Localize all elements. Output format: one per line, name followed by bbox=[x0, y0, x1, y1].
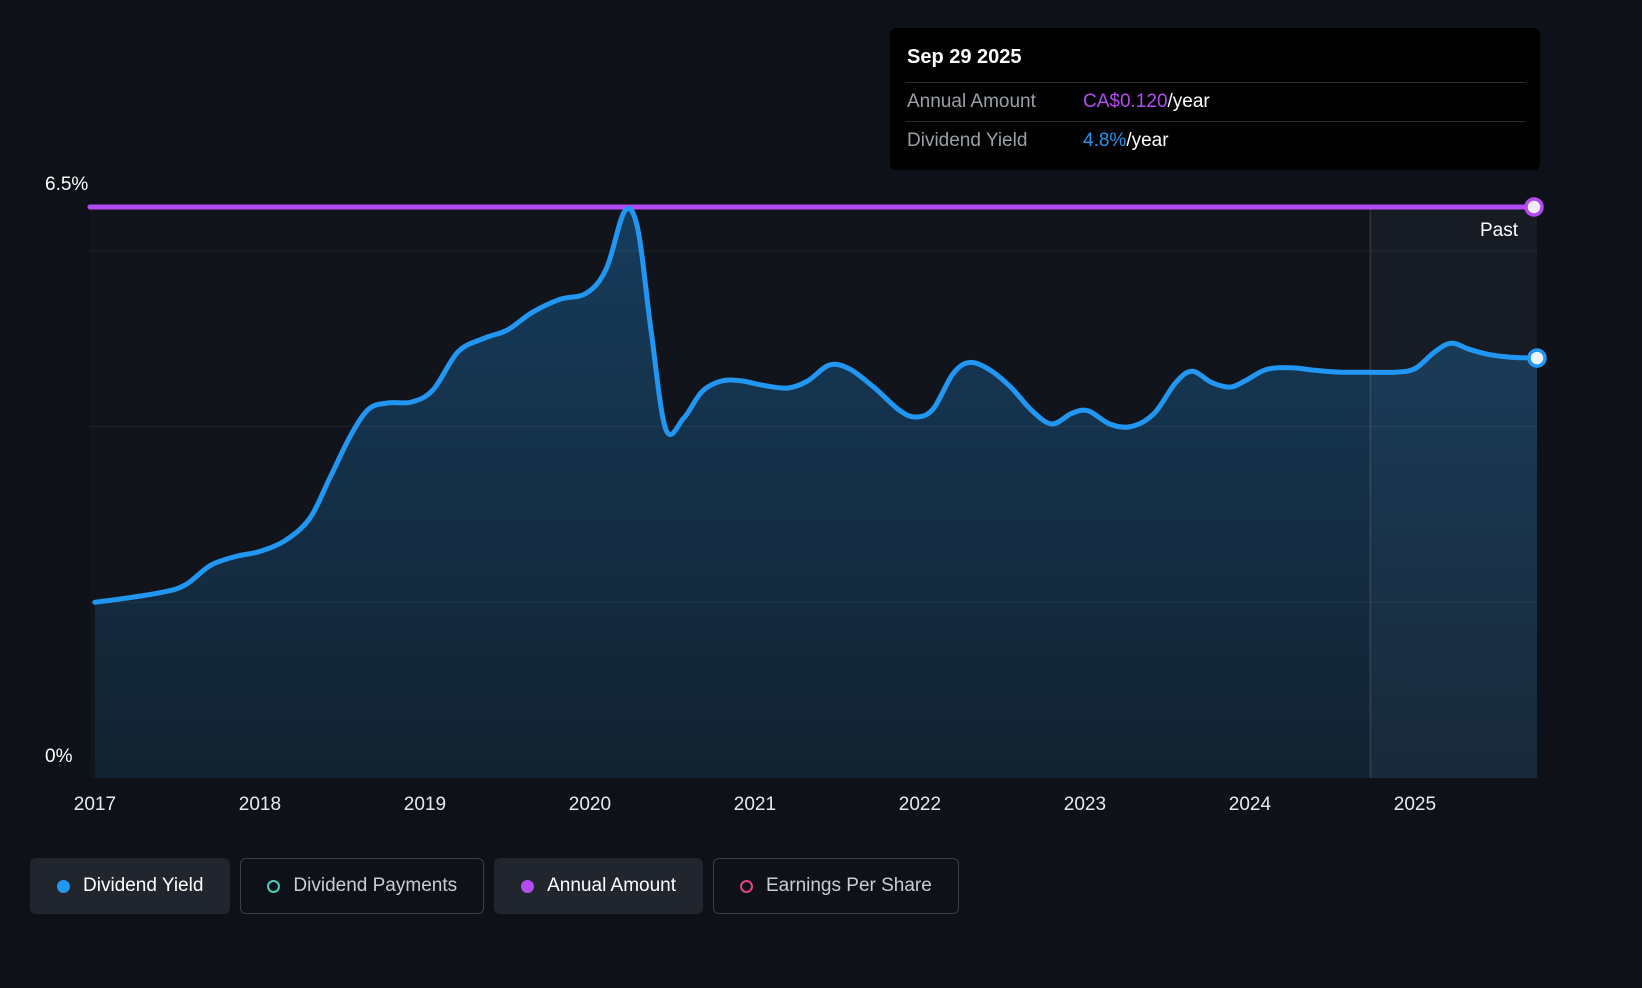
legend-label-dividend-yield: Dividend Yield bbox=[83, 875, 204, 896]
legend-dividend-yield-button[interactable]: Dividend Yield bbox=[30, 858, 231, 914]
past-label: Past bbox=[1480, 220, 1519, 241]
legend-dividend-payments-button[interactable]: Dividend Payments bbox=[240, 858, 485, 914]
tooltip-value-dividend-yield: 4.8%/year bbox=[1083, 130, 1169, 152]
dividend-payments-ring-icon bbox=[267, 879, 281, 893]
tooltip-date: Sep 29 2025 bbox=[907, 46, 1022, 68]
y-axis-max-label: 6.5% bbox=[45, 174, 89, 195]
x-axis-tick: 2024 bbox=[1228, 794, 1272, 815]
tooltip-row-annual-amount: Annual Amount CA$0.120/year bbox=[905, 82, 1525, 121]
legend-label-annual-amount: Annual Amount bbox=[547, 875, 676, 896]
legend-earnings-per-share-button[interactable]: Earnings Per Share bbox=[713, 858, 959, 914]
x-axis-tick: 2022 bbox=[898, 794, 942, 815]
tooltip-row-dividend-yield: Dividend Yield 4.8%/year bbox=[905, 121, 1525, 160]
dividend-yield-dot-icon bbox=[57, 879, 70, 893]
chart-legend: Dividend Yield Dividend Payments Annual … bbox=[30, 858, 959, 914]
earnings-per-share-ring-icon bbox=[740, 879, 753, 893]
legend-label-dividend-payments: Dividend Payments bbox=[293, 875, 458, 896]
dividend-yield-suffix: /year bbox=[1126, 130, 1169, 151]
tooltip-label-dividend-yield: Dividend Yield bbox=[907, 130, 1028, 151]
tooltip-value-annual-amount: CA$0.120/year bbox=[1083, 91, 1210, 113]
x-axis-tick: 2019 bbox=[403, 794, 447, 815]
annual-amount-suffix: /year bbox=[1167, 91, 1210, 112]
legend-label-earnings-per-share: Earnings Per Share bbox=[766, 875, 932, 896]
x-axis-tick: 2023 bbox=[1063, 794, 1107, 815]
annual-amount-dot-icon bbox=[521, 879, 535, 893]
chart-tooltip: Sep 29 2025 Annual Amount CA$0.120/year … bbox=[890, 28, 1540, 170]
tooltip-label-annual-amount: Annual Amount bbox=[907, 91, 1036, 112]
x-axis-tick: 2021 bbox=[733, 794, 777, 815]
x-axis-tick: 2018 bbox=[238, 794, 282, 815]
annual-amount-value: CA$0.120 bbox=[1083, 91, 1168, 112]
dividend-yield-value: 4.8% bbox=[1083, 130, 1127, 151]
y-axis-min-label: 0% bbox=[45, 746, 73, 767]
legend-annual-amount-button[interactable]: Annual Amount bbox=[494, 858, 703, 914]
x-axis-tick: 2020 bbox=[568, 794, 612, 815]
x-axis-tick: 2017 bbox=[73, 794, 117, 815]
x-axis: 2017 2018 2019 2020 2021 2022 2023 2024 2025 bbox=[0, 794, 1642, 820]
x-axis-tick: 2025 bbox=[1393, 794, 1437, 815]
